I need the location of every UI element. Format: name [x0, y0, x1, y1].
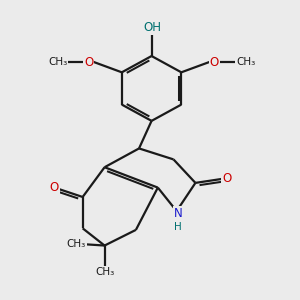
Text: O: O	[222, 172, 231, 185]
Text: CH₃: CH₃	[236, 57, 255, 67]
Text: O: O	[50, 181, 59, 194]
Text: N: N	[174, 207, 183, 220]
Text: OH: OH	[143, 21, 161, 34]
Text: CH₃: CH₃	[95, 267, 114, 277]
Text: CH₃: CH₃	[48, 57, 67, 67]
Text: O: O	[210, 56, 219, 69]
Text: O: O	[84, 56, 94, 69]
Text: H: H	[174, 222, 182, 233]
Text: CH₃: CH₃	[67, 239, 86, 249]
